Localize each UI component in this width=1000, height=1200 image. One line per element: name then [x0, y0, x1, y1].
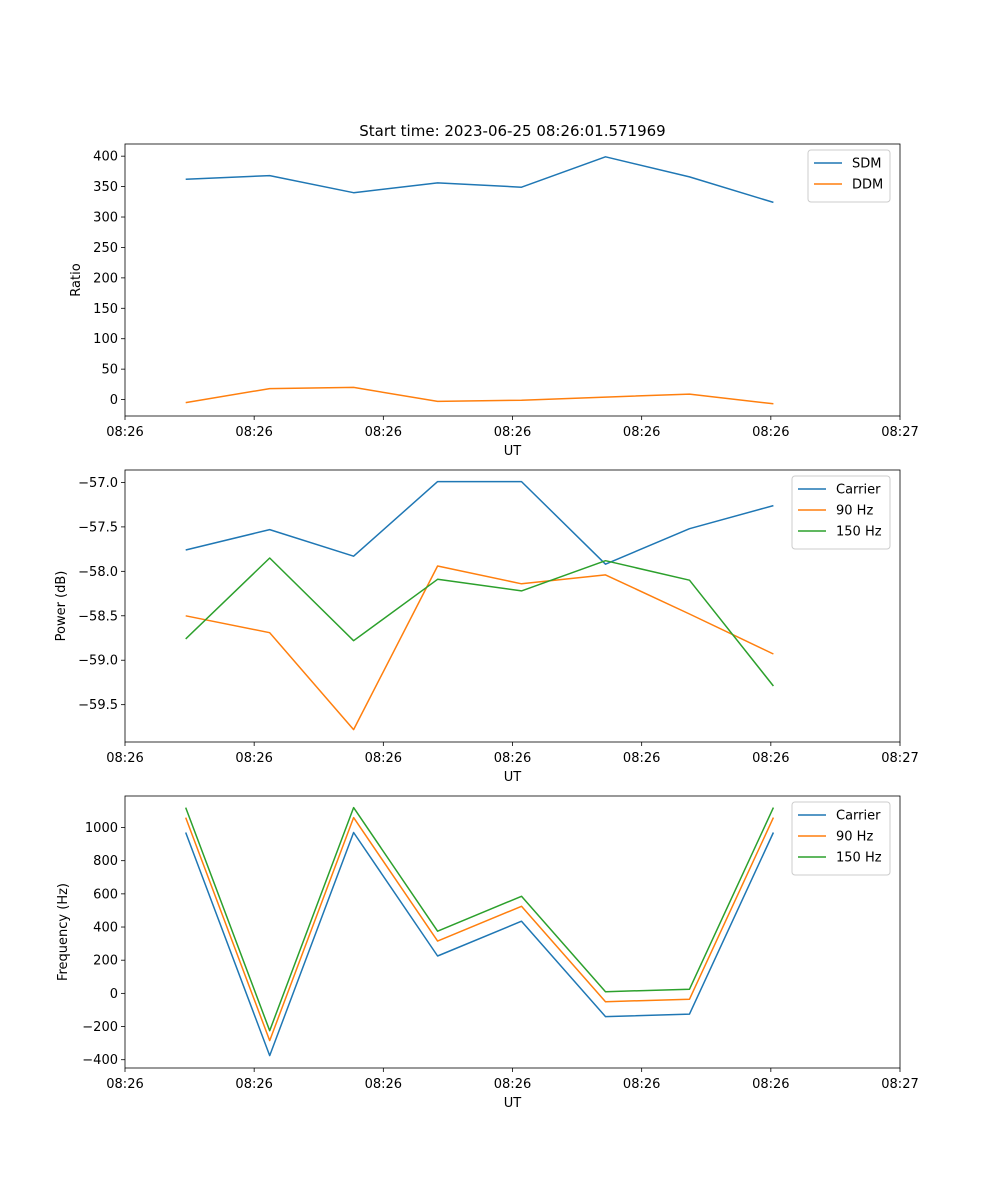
series-line-150-hz — [185, 557, 774, 687]
y-tick-label: −58.0 — [78, 565, 118, 580]
ratio-panel: 08:26 08:26 08:26 08:26 08:26 08:26 08:27 0 50 10… — [69, 122, 919, 459]
x-axis-label: UT — [504, 770, 522, 785]
series-line-carrier — [184, 831, 775, 1057]
y-tick-label: 800 — [93, 854, 118, 869]
y-tick-label: 50 — [101, 363, 118, 378]
legend-label: Carrier — [836, 809, 881, 824]
x-axis-label: UT — [504, 1096, 522, 1111]
y-tick-label: −57.5 — [78, 520, 118, 535]
x-tick-label: 08:27 — [881, 1077, 918, 1092]
x-tick-label: 08:26 — [235, 425, 272, 440]
y-tick-label: 200 — [93, 271, 118, 286]
x-tick-label: 08:26 — [365, 1077, 402, 1092]
x-tick-label: 08:26 — [365, 425, 402, 440]
y-tick-label: 1000 — [85, 821, 118, 836]
x-tick-label: 08:26 — [106, 1077, 143, 1092]
legend-label: Carrier — [836, 483, 881, 498]
y-tick-label: 400 — [93, 921, 118, 936]
legend-label: SDM — [852, 157, 881, 172]
legend: Carrier 90 Hz 150 Hz — [791, 801, 891, 876]
x-tick-label: 08:26 — [752, 425, 789, 440]
x-tick-label: 08:27 — [881, 751, 918, 766]
series-line-carrier — [185, 480, 774, 565]
y-axis-label: Power (dB) — [54, 571, 69, 642]
y-tick-label: −59.0 — [78, 654, 118, 669]
series-line-90-hz — [184, 816, 775, 1042]
y-axis-label: Ratio — [69, 263, 84, 296]
series-line-150-hz — [184, 806, 775, 1032]
legend-label: DDM — [852, 178, 883, 193]
y-tick-label: 350 — [93, 180, 118, 195]
y-tick-label: 150 — [93, 302, 118, 317]
x-tick-label: 08:26 — [494, 1077, 531, 1092]
legend-label: 90 Hz — [836, 504, 873, 519]
x-tick-label: 08:26 — [623, 751, 660, 766]
legend-label: 150 Hz — [836, 525, 882, 540]
x-tick-label: 08:26 — [106, 751, 143, 766]
legend: SDM DDM — [807, 149, 891, 203]
series-line-ddm — [185, 386, 774, 405]
legend-label: 150 Hz — [836, 851, 882, 866]
y-tick-label: −57.0 — [78, 476, 118, 491]
y-tick-label: −58.5 — [78, 609, 118, 624]
x-tick-label: 08:26 — [365, 751, 402, 766]
x-axis-label: UT — [504, 444, 522, 459]
x-tick-label: 08:26 — [235, 1077, 272, 1092]
y-tick-label: 0 — [110, 393, 118, 408]
y-tick-label: 400 — [93, 150, 118, 165]
y-tick-label: −59.5 — [78, 698, 118, 713]
legend: Carrier 90 Hz 150 Hz — [791, 475, 891, 550]
axes-frame — [124, 469, 901, 743]
x-tick-label: 08:26 — [494, 425, 531, 440]
y-tick-label: 300 — [93, 211, 118, 226]
y-tick-label: 100 — [93, 332, 118, 347]
power-panel: 08:26 08:26 08:26 08:26 08:26 08:26 08:27 −59.5… — [54, 469, 919, 785]
series-line-90-hz — [185, 565, 774, 731]
chart-title: Start time: 2023-06-25 08:26:01.571969 — [359, 122, 665, 140]
x-tick-label: 08:26 — [494, 751, 531, 766]
y-tick-label: −400 — [82, 1053, 118, 1068]
legend-label: 90 Hz — [836, 830, 873, 845]
y-tick-label: 200 — [93, 954, 118, 969]
x-tick-label: 08:26 — [623, 425, 660, 440]
x-tick-label: 08:26 — [235, 751, 272, 766]
x-tick-label: 08:26 — [106, 425, 143, 440]
x-tick-label: 08:26 — [752, 1077, 789, 1092]
y-tick-label: −200 — [82, 1020, 118, 1035]
x-tick-label: 08:26 — [623, 1077, 660, 1092]
x-tick-label: 08:27 — [881, 425, 918, 440]
y-axis-label: Frequency (Hz) — [56, 883, 71, 981]
frequency-panel: 08:26 08:26 08:26 08:26 08:26 08:26 08:27 −400 −… — [56, 795, 919, 1111]
y-tick-label: 600 — [93, 887, 118, 902]
y-tick-label: 250 — [93, 241, 118, 256]
axes-frame — [124, 795, 901, 1069]
y-tick-label: 0 — [110, 987, 118, 1002]
series-line-sdm — [185, 156, 774, 204]
axes-frame — [124, 143, 901, 417]
x-tick-label: 08:26 — [752, 751, 789, 766]
